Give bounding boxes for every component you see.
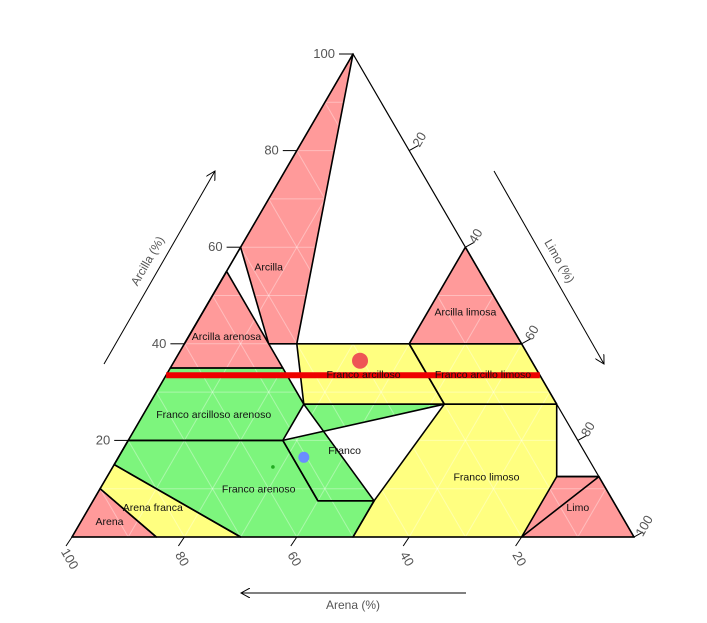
region-franco [282, 404, 445, 501]
region-label-franco-arenoso: Franco arenoso [222, 484, 296, 496]
tick-layer: 20 40 60 80 100 20 40 60 80 100 20 40 60 80 100 [58, 46, 656, 572]
triangle-frame [70, 52, 636, 538]
region-label-franco-arcilloso-arenoso: Franco arcilloso arenoso [156, 409, 271, 421]
region-arcilla-limosa [409, 247, 522, 344]
tick-label-clay-20: 20 [96, 432, 110, 447]
tick-label-clay-40: 40 [152, 336, 166, 351]
tick-sand-40 [402, 536, 410, 547]
tick-label-sand-40: 40 [397, 549, 417, 569]
point-layer [271, 352, 369, 469]
grid-line-silt-30 [240, 198, 438, 538]
region-franco-limoso [353, 404, 599, 537]
grid-line-sand-90 [99, 488, 129, 538]
region-label-franco-arcillo-limoso: Franco arcillo limoso [435, 369, 531, 381]
sand-axis-title: Arena (%) [326, 598, 380, 612]
grid-line-sand-30 [268, 198, 466, 538]
tick-label-sand-20: 20 [509, 549, 529, 569]
tick-sand-20 [515, 536, 523, 547]
region-label-arena-franca: Arena franca [123, 502, 183, 514]
grid-line-sand-50 [212, 295, 354, 538]
region-label-arcilla: Arcilla [254, 262, 283, 274]
grid-line-silt-70 [464, 391, 551, 538]
region-label-limo: Limo [566, 502, 589, 514]
triangle-outline [70, 52, 636, 538]
region-label-arcilla-limosa: Arcilla limosa [434, 307, 496, 319]
grid-layer [99, 101, 607, 538]
tick-silt-20 [408, 145, 419, 152]
region-layer [72, 54, 634, 537]
region-arena-franca [100, 464, 241, 537]
tick-silt-60 [521, 338, 531, 345]
region-label-layer: Arcilla Arcilla limosa Arcilla arenosa Fran… [95, 262, 589, 528]
tick-label-silt-100: 100 [632, 513, 656, 539]
tick-label-sand-80: 80 [172, 549, 192, 569]
tick-label-sand-60: 60 [285, 549, 305, 569]
tick-label-sand-100: 100 [58, 546, 82, 572]
data-point-1 [352, 352, 369, 369]
tick-silt-100 [633, 531, 644, 538]
tick-label-silt-60: 60 [522, 323, 542, 343]
tick-label-clay-100: 100 [313, 46, 335, 61]
region-label-franco-limoso: Franco limoso [454, 472, 520, 484]
silt-axis-arrow [493, 170, 604, 364]
region-label-arena: Arena [95, 516, 123, 528]
tick-label-silt-40: 40 [465, 226, 485, 246]
region-label-franco: Franco [328, 445, 361, 457]
tick-sand-60 [290, 536, 298, 547]
silt-axis-title: Limo (%) [541, 237, 577, 286]
clay-axis-arrow [103, 171, 215, 365]
region-label-franco-arcilloso: Franco arcilloso [326, 369, 400, 381]
grid-line-sand-10 [324, 102, 579, 538]
clay-axis-title: Arcilla (%) [128, 234, 167, 288]
region-limo [521, 476, 634, 537]
grid-line-silt-90 [577, 488, 607, 538]
region-arcilla-arenosa [170, 271, 283, 368]
tick-silt-80 [577, 434, 588, 441]
region-franco-arcilloso-arenoso [114, 368, 304, 465]
tick-label-silt-80: 80 [578, 419, 598, 439]
data-point-2 [298, 451, 310, 463]
tick-label-silt-20: 20 [409, 129, 429, 149]
region-franco-arenoso [114, 440, 375, 537]
tick-sand-100 [65, 536, 73, 547]
tick-sand-80 [177, 536, 185, 547]
tick-silt-40 [465, 241, 475, 248]
grid-line-sand-40 [240, 246, 410, 538]
tick-label-clay-60: 60 [208, 239, 222, 254]
region-label-arcilla-arenosa: Arcilla arenosa [192, 331, 262, 343]
data-point-3 [271, 465, 275, 469]
tick-label-clay-80: 80 [264, 143, 278, 158]
grid-line-sand-70 [155, 391, 242, 538]
